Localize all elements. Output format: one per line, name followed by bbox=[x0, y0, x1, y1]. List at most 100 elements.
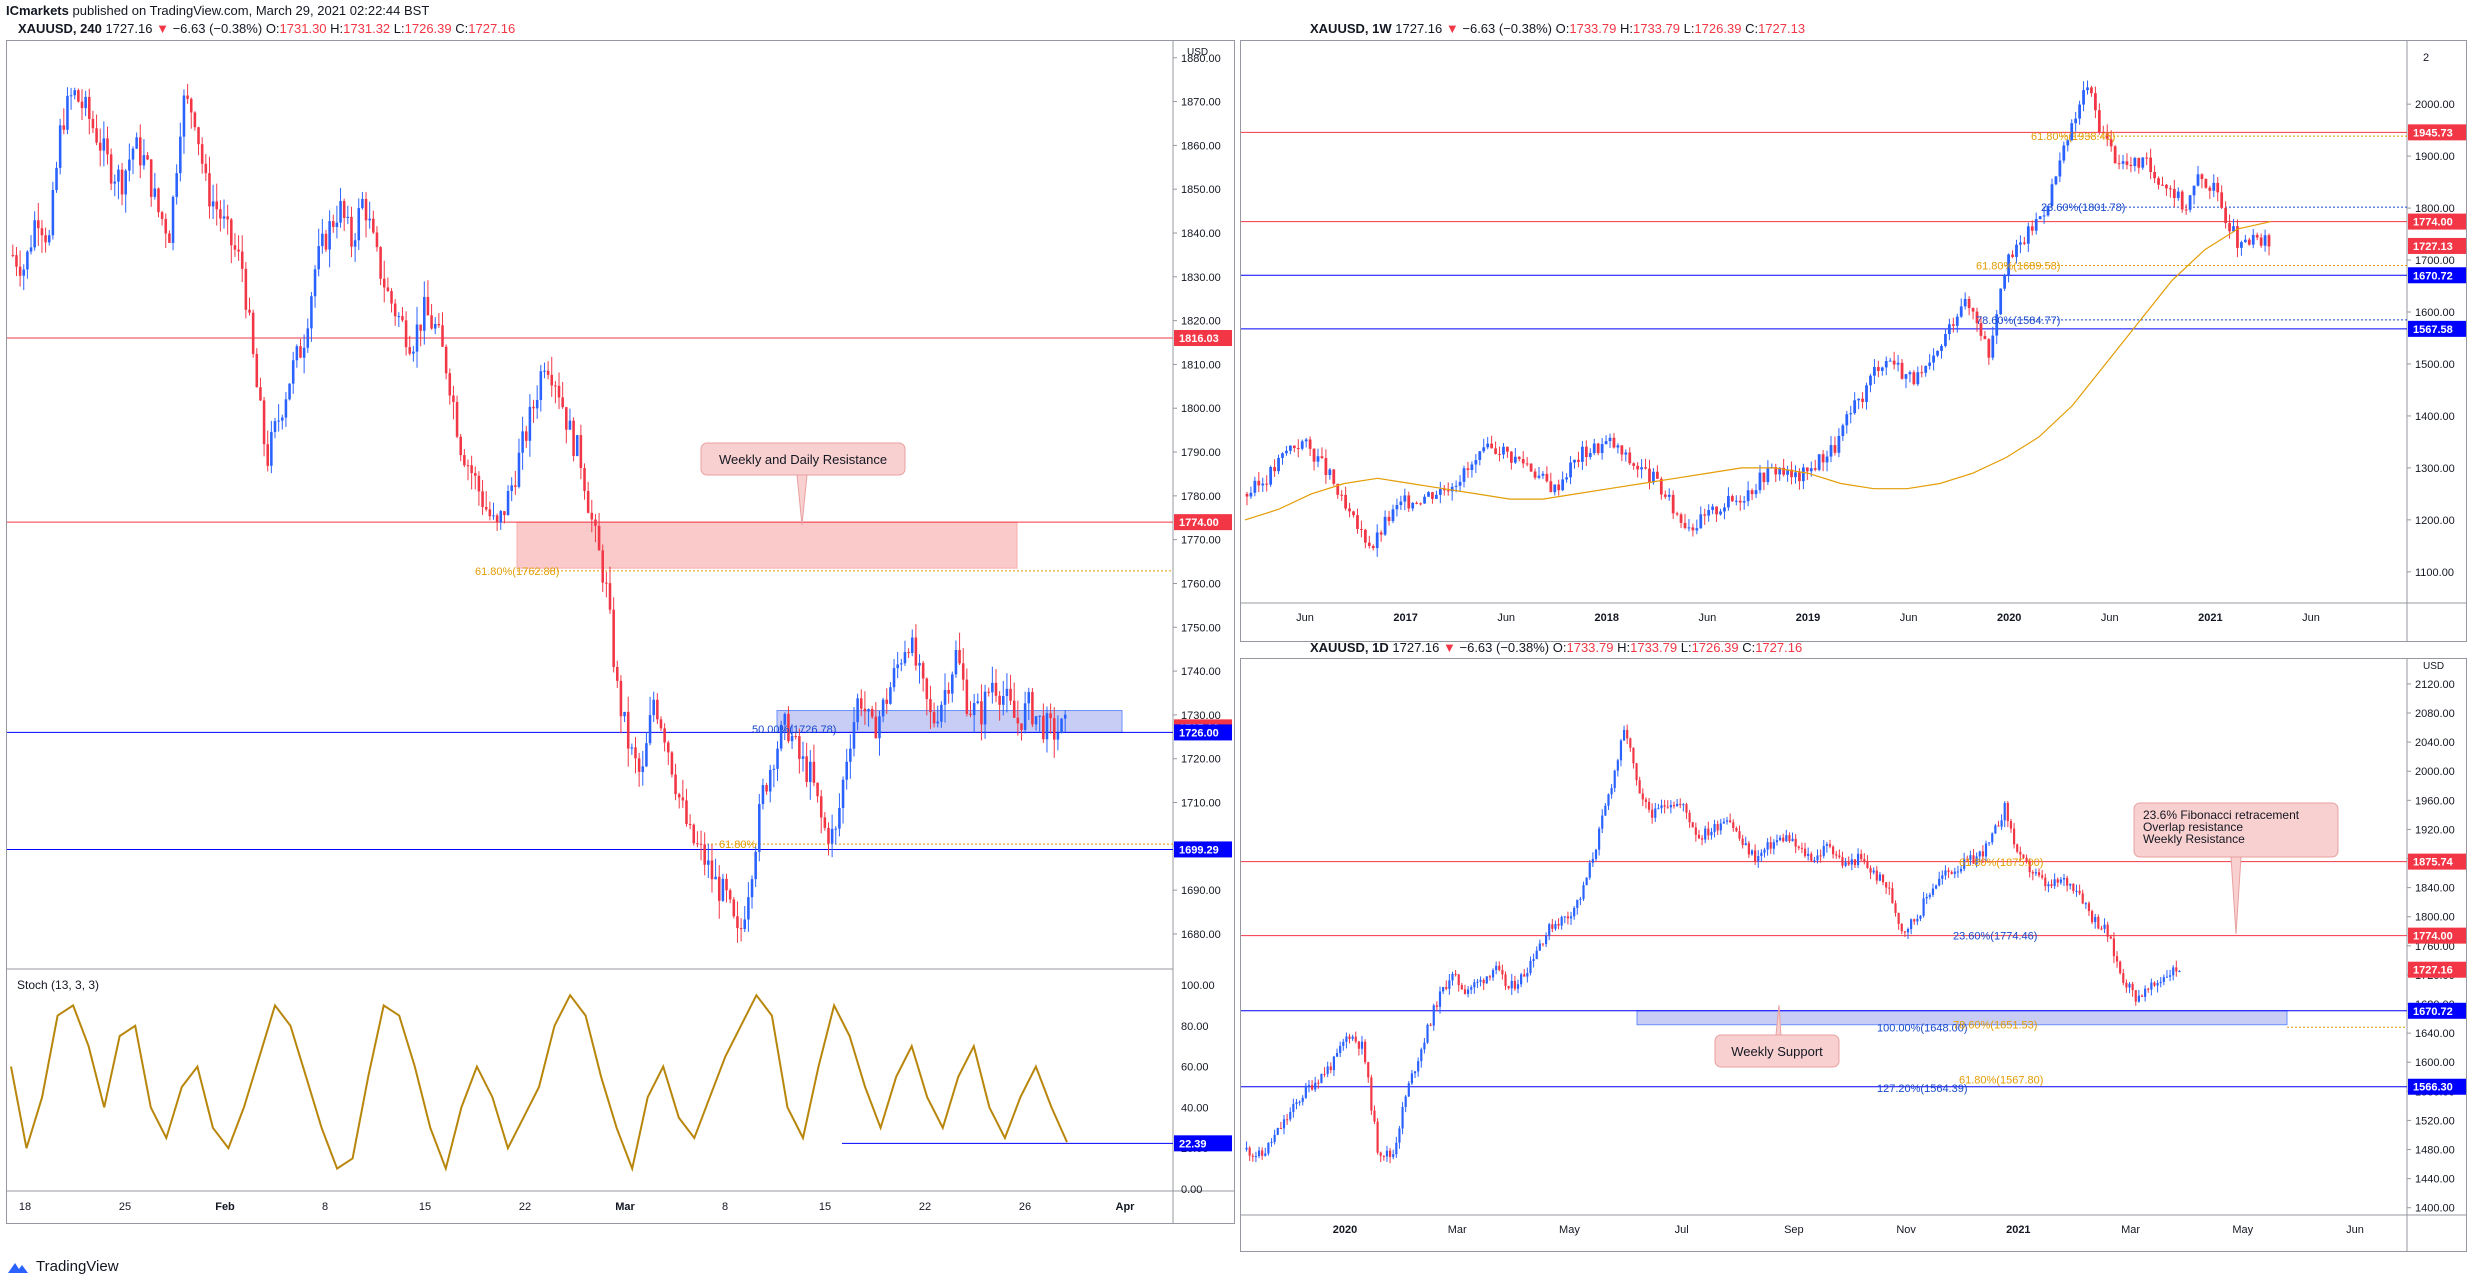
d1-candle bbox=[1588, 859, 1591, 880]
w1-candle bbox=[1431, 491, 1434, 504]
h4-candle bbox=[379, 246, 382, 286]
w1-candle bbox=[1734, 495, 1738, 506]
d1-candle bbox=[1476, 978, 1479, 988]
close-label: C: bbox=[1742, 640, 1756, 655]
h4-candle bbox=[972, 693, 976, 733]
d1-candle bbox=[1382, 1155, 1385, 1161]
chart-panel-h4[interactable]: 1880.00 1870.00 1860.00 1850.00 1840.00 1830.… bbox=[6, 40, 1235, 1224]
change: −6.63 (−0.38%) bbox=[172, 21, 263, 36]
h4-candle bbox=[426, 280, 430, 316]
d1-candle bbox=[1264, 1147, 1267, 1157]
w1-candle bbox=[1470, 461, 1474, 478]
h4-candle bbox=[368, 201, 371, 229]
w1-candle bbox=[2180, 189, 2184, 213]
w1-candle bbox=[1245, 491, 1249, 506]
annotation-weekly-support[interactable]: Weekly Support bbox=[1714, 1004, 1840, 1068]
d1-candle bbox=[1342, 1038, 1345, 1051]
w1-candle bbox=[1375, 524, 1379, 557]
w1-candle bbox=[1971, 307, 1975, 320]
time-axis-label: Jun bbox=[1699, 612, 1717, 624]
h4-candle bbox=[630, 743, 634, 755]
w1-candle bbox=[2070, 119, 2074, 141]
h4-candle bbox=[131, 146, 135, 175]
price-tag: 1774.00 bbox=[1174, 514, 1232, 531]
chart-canvas-d1[interactable]: 2120.00 2080.00 2040.00 2000.00 1960.00 1920.… bbox=[1241, 659, 2466, 1251]
chart-panel-d1[interactable]: 2120.00 2080.00 2040.00 2000.00 1960.00 1920.… bbox=[1240, 658, 2467, 1252]
w1-candle bbox=[1415, 501, 1419, 505]
w1-candle bbox=[2141, 157, 2145, 170]
w1-candle bbox=[1687, 519, 1691, 532]
d1-candle bbox=[1548, 922, 1551, 941]
price-tick-label: 1790.00 bbox=[1181, 447, 1221, 459]
h4-candle bbox=[492, 502, 495, 520]
d1-candle bbox=[1647, 798, 1651, 813]
h4-candle bbox=[903, 640, 907, 666]
price-tick-label: 1960.00 bbox=[2415, 795, 2455, 807]
annotation-weekly-daily-resistance[interactable]: Weekly and Daily Resistance bbox=[700, 442, 906, 526]
w1-candle bbox=[1936, 350, 1939, 358]
time-axis-label: Sep bbox=[1784, 1224, 1804, 1236]
d1-candle bbox=[2165, 970, 2169, 978]
d1-candle bbox=[1682, 803, 1685, 812]
d1-candle bbox=[1563, 916, 1566, 924]
h4-candle bbox=[408, 335, 412, 356]
w1-candle bbox=[2066, 139, 2070, 152]
d1-candle bbox=[1317, 1079, 1320, 1089]
d1-candle bbox=[1925, 893, 1928, 905]
d1-candle bbox=[1685, 802, 1688, 820]
d1-candle bbox=[1470, 985, 1473, 995]
h4-candle bbox=[674, 763, 677, 801]
w1-candle bbox=[1786, 465, 1789, 482]
h4-candle bbox=[324, 229, 328, 253]
d1-candle bbox=[1657, 803, 1660, 810]
h4-candle bbox=[783, 712, 787, 741]
h4-candle bbox=[73, 87, 76, 100]
d1-candle bbox=[2044, 873, 2047, 891]
w1-candle bbox=[2133, 156, 2137, 172]
chart-panel-w1[interactable]: 2000.00 1900.00 1800.00 1700.00 1600.00 1500.… bbox=[1240, 40, 2467, 642]
w1-candle bbox=[2247, 237, 2251, 246]
d1-candle bbox=[1251, 1153, 1254, 1162]
h4-candle bbox=[510, 477, 513, 502]
w1-candle bbox=[1663, 490, 1667, 499]
d1-candle bbox=[2162, 974, 2165, 986]
d1-candle bbox=[1885, 882, 1888, 894]
d1-candle bbox=[1888, 881, 1891, 896]
d1-candle bbox=[1934, 884, 1938, 890]
d1-candle bbox=[1991, 832, 1994, 845]
price-tick-label: 1750.00 bbox=[1181, 622, 1221, 634]
d1-candle bbox=[2078, 884, 2081, 896]
publisher-text: published on TradingView.com, March 29, … bbox=[72, 3, 430, 18]
h4-candle bbox=[113, 174, 117, 197]
d1-candle bbox=[1744, 836, 1747, 846]
tradingview-brand[interactable]: TradingView bbox=[6, 1258, 119, 1275]
d1-candle bbox=[2168, 969, 2172, 982]
h4-candle bbox=[310, 291, 313, 342]
w1-candle bbox=[1813, 459, 1817, 472]
down-arrow-icon: ▼ bbox=[156, 21, 169, 36]
w1-candle bbox=[1545, 466, 1549, 483]
price-tick-label: 1770.00 bbox=[1181, 535, 1221, 547]
change: −6.63 (−0.38%) bbox=[1459, 640, 1550, 655]
fib-label: 61.80%(1689.58) bbox=[1976, 260, 2060, 272]
h4-candle bbox=[907, 648, 910, 658]
svg-text:1566.30: 1566.30 bbox=[2413, 1082, 2453, 1094]
time-axis-label: Nov bbox=[1896, 1224, 1916, 1236]
d1-candle bbox=[1679, 798, 1682, 809]
d1-candle bbox=[1448, 974, 1451, 995]
w1-candle bbox=[1308, 436, 1312, 457]
h4-candle bbox=[321, 218, 324, 254]
w1-candle bbox=[2097, 103, 2101, 135]
h4-candle bbox=[495, 513, 499, 531]
chart-canvas-h4[interactable]: 1880.001870.001860.001850.001840.001830.… bbox=[7, 41, 1234, 1223]
d1-candle bbox=[2106, 921, 2109, 943]
d1-candle bbox=[1544, 932, 1548, 948]
chart-canvas-w1[interactable]: 2000.00 1900.00 1800.00 1700.00 1600.00 1500.… bbox=[1241, 41, 2466, 641]
d1-candle bbox=[2156, 980, 2159, 993]
high-label: H: bbox=[1617, 640, 1631, 655]
w1-candle bbox=[1407, 491, 1411, 512]
d1-candle bbox=[1348, 1033, 1351, 1044]
d1-candle bbox=[1972, 849, 1975, 864]
h4-candle bbox=[157, 187, 160, 218]
